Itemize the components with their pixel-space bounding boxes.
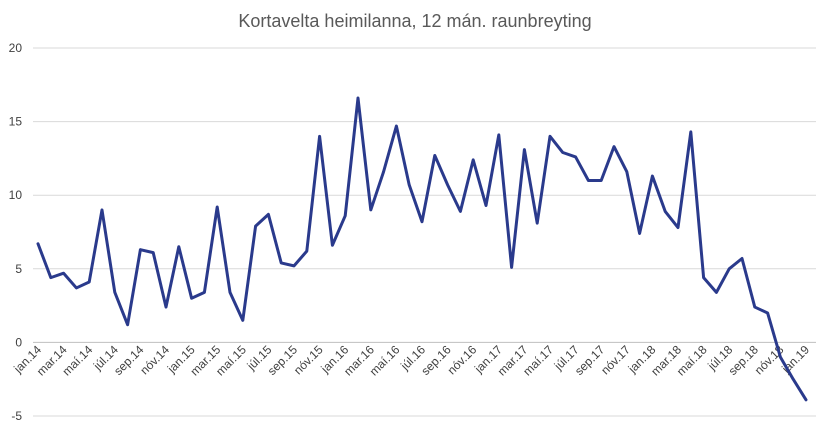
data-point [421,220,424,223]
data-point [497,133,500,136]
data-point [229,291,232,294]
data-point [485,204,488,207]
x-tick-label: nóv.15 [291,342,326,377]
y-tick-label: -5 [11,409,22,423]
data-point [536,222,539,225]
y-axis-ticks: -5 0 5 10 15 20 [9,41,23,423]
data-point [702,276,705,279]
data-point [139,248,142,251]
series-layer [36,96,808,402]
data-point [472,158,475,161]
data-point [331,244,334,247]
data-point [280,261,283,264]
y-tick-label: 5 [15,262,22,276]
data-point [651,175,654,178]
data-point [241,319,244,322]
data-point [357,97,360,100]
x-tick-label: nóv.14 [137,342,172,377]
series-line [36,96,808,402]
data-point [805,398,808,401]
data-point [37,242,40,245]
data-point [88,281,91,284]
data-point [75,286,78,289]
data-point [587,179,590,182]
data-point [190,297,193,300]
data-point [49,276,52,279]
data-point [165,306,168,309]
y-tick-label: 20 [9,41,23,55]
data-point [446,183,449,186]
data-point [433,154,436,157]
data-point [600,179,603,182]
data-point [254,225,257,228]
x-tick-label: nóv.17 [598,342,633,377]
x-axis-ticks: jan.14mar.14maí.14júl.14sep.14nóv.14jan.… [10,342,812,378]
y-tick-label: 15 [9,115,23,129]
x-tick-label: jan.19 [778,342,812,376]
data-point [549,135,552,138]
data-point [574,155,577,158]
data-point [766,311,769,314]
data-point [408,183,411,186]
data-point [779,356,782,359]
data-point [638,232,641,235]
data-point [395,125,398,128]
data-point [459,210,462,213]
data-point [62,272,65,275]
data-point [344,214,347,217]
data-point [382,170,385,173]
data-point [113,291,116,294]
data-point [561,151,564,154]
y-tick-label: 10 [9,188,23,202]
gridlines [33,47,816,417]
data-point [177,245,180,248]
data-point [216,205,219,208]
data-point [613,145,616,148]
data-point [677,226,680,229]
data-point [753,306,756,309]
data-point [101,208,104,211]
data-point [203,291,206,294]
data-point [318,135,321,138]
data-point [523,148,526,151]
y-tick-label: 0 [15,335,22,349]
data-point [293,264,296,267]
data-point [715,291,718,294]
data-point [305,250,308,253]
data-point [369,208,372,211]
data-point [664,210,667,213]
data-point [267,213,270,216]
data-point [152,251,155,254]
data-point [510,266,513,269]
data-point [625,170,628,173]
x-tick-label: nóv.16 [445,342,480,377]
chart-title: Kortavelta heimilanna, 12 mán. raunbreyt… [238,11,591,31]
data-point [728,267,731,270]
data-point [741,257,744,260]
data-point [792,378,795,381]
data-point [689,130,692,133]
data-point [126,323,129,326]
